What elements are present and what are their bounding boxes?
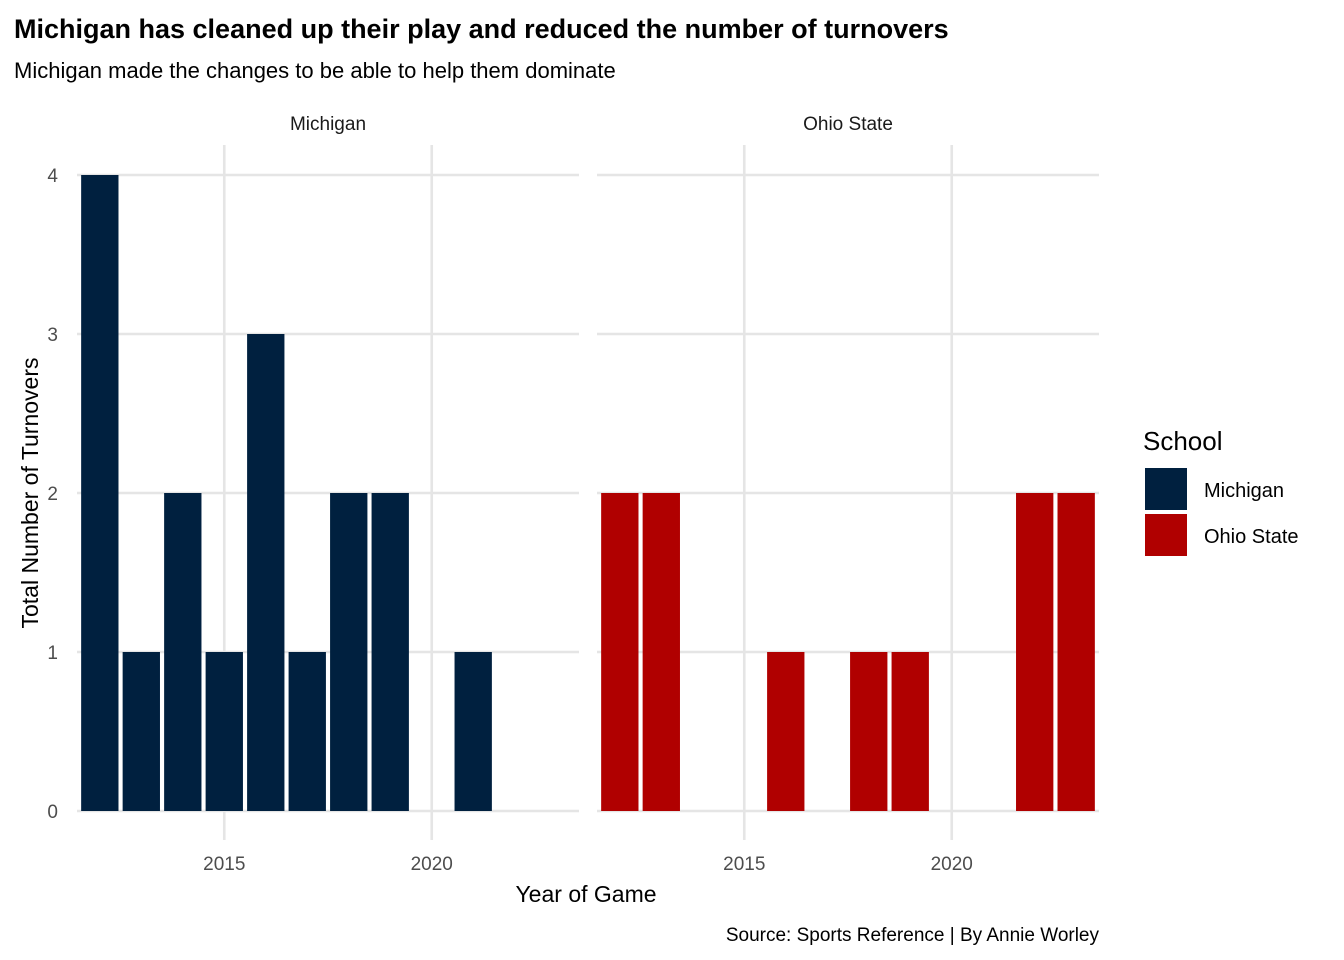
legend-items: Michigan Ohio State	[1145, 468, 1299, 556]
bar-ohio-state-2012	[601, 493, 639, 811]
y-tick-labels: 0 1 2 3 4	[47, 166, 58, 823]
x-tick-label: 2015	[203, 854, 245, 875]
y-tick-label: 1	[47, 643, 58, 664]
legend-label: Michigan	[1204, 480, 1284, 502]
bar-michigan-2017	[288, 652, 326, 811]
bar-michigan-2013	[122, 652, 160, 811]
x-tick-label: 2020	[931, 854, 973, 875]
bar-ohio-state-2016	[767, 652, 805, 811]
bar-michigan-2012	[81, 175, 119, 811]
bar-michigan-2019	[371, 493, 409, 811]
legend-label: Ohio State	[1204, 526, 1299, 548]
legend: School Michigan Ohio State	[1143, 426, 1299, 556]
legend-swatch	[1145, 468, 1187, 510]
bar-michigan-2015	[205, 652, 243, 811]
facet-strip-label: Ohio State	[803, 114, 893, 135]
bar-michigan-2018	[330, 493, 368, 811]
facet-strip-label: Michigan	[290, 114, 366, 135]
bar-ohio-state-2013	[642, 493, 680, 811]
bar-ohio-state-2018	[850, 652, 888, 811]
x-tick-label: 2020	[411, 854, 453, 875]
y-tick-label: 2	[47, 484, 58, 505]
chart-subtitle: Michigan made the changes to be able to …	[14, 58, 616, 83]
facet-panels: Michigan 2015 2020 Ohio State 2015 2020 0 1 2 3 4	[47, 114, 1099, 875]
legend-item-michigan: Michigan	[1145, 468, 1284, 510]
x-tick-label: 2015	[723, 854, 765, 875]
legend-title: School	[1143, 426, 1223, 456]
x-axis-title: Year of Game	[515, 881, 656, 907]
y-tick-label: 3	[47, 325, 58, 346]
bar-michigan-2016	[247, 334, 285, 811]
facet-panel-ohio-state: Ohio State 2015 2020	[597, 114, 1099, 875]
bar-ohio-state-2022	[1016, 493, 1054, 811]
y-tick-label: 0	[47, 802, 58, 823]
legend-swatch	[1145, 514, 1187, 556]
bar-ohio-state-2023	[1057, 493, 1095, 811]
bar-michigan-2021	[454, 652, 492, 811]
chart-title: Michigan has cleaned up their play and r…	[14, 14, 949, 44]
legend-item-ohio-state: Ohio State	[1145, 514, 1299, 556]
y-axis-title: Total Number of Turnovers	[17, 357, 43, 628]
bar-michigan-2014	[164, 493, 202, 811]
chart-caption: Source: Sports Reference | By Annie Worl…	[726, 925, 1100, 946]
y-tick-label: 4	[47, 166, 58, 187]
facet-panel-michigan: Michigan 2015 2020	[77, 114, 579, 875]
bar-ohio-state-2019	[891, 652, 929, 811]
